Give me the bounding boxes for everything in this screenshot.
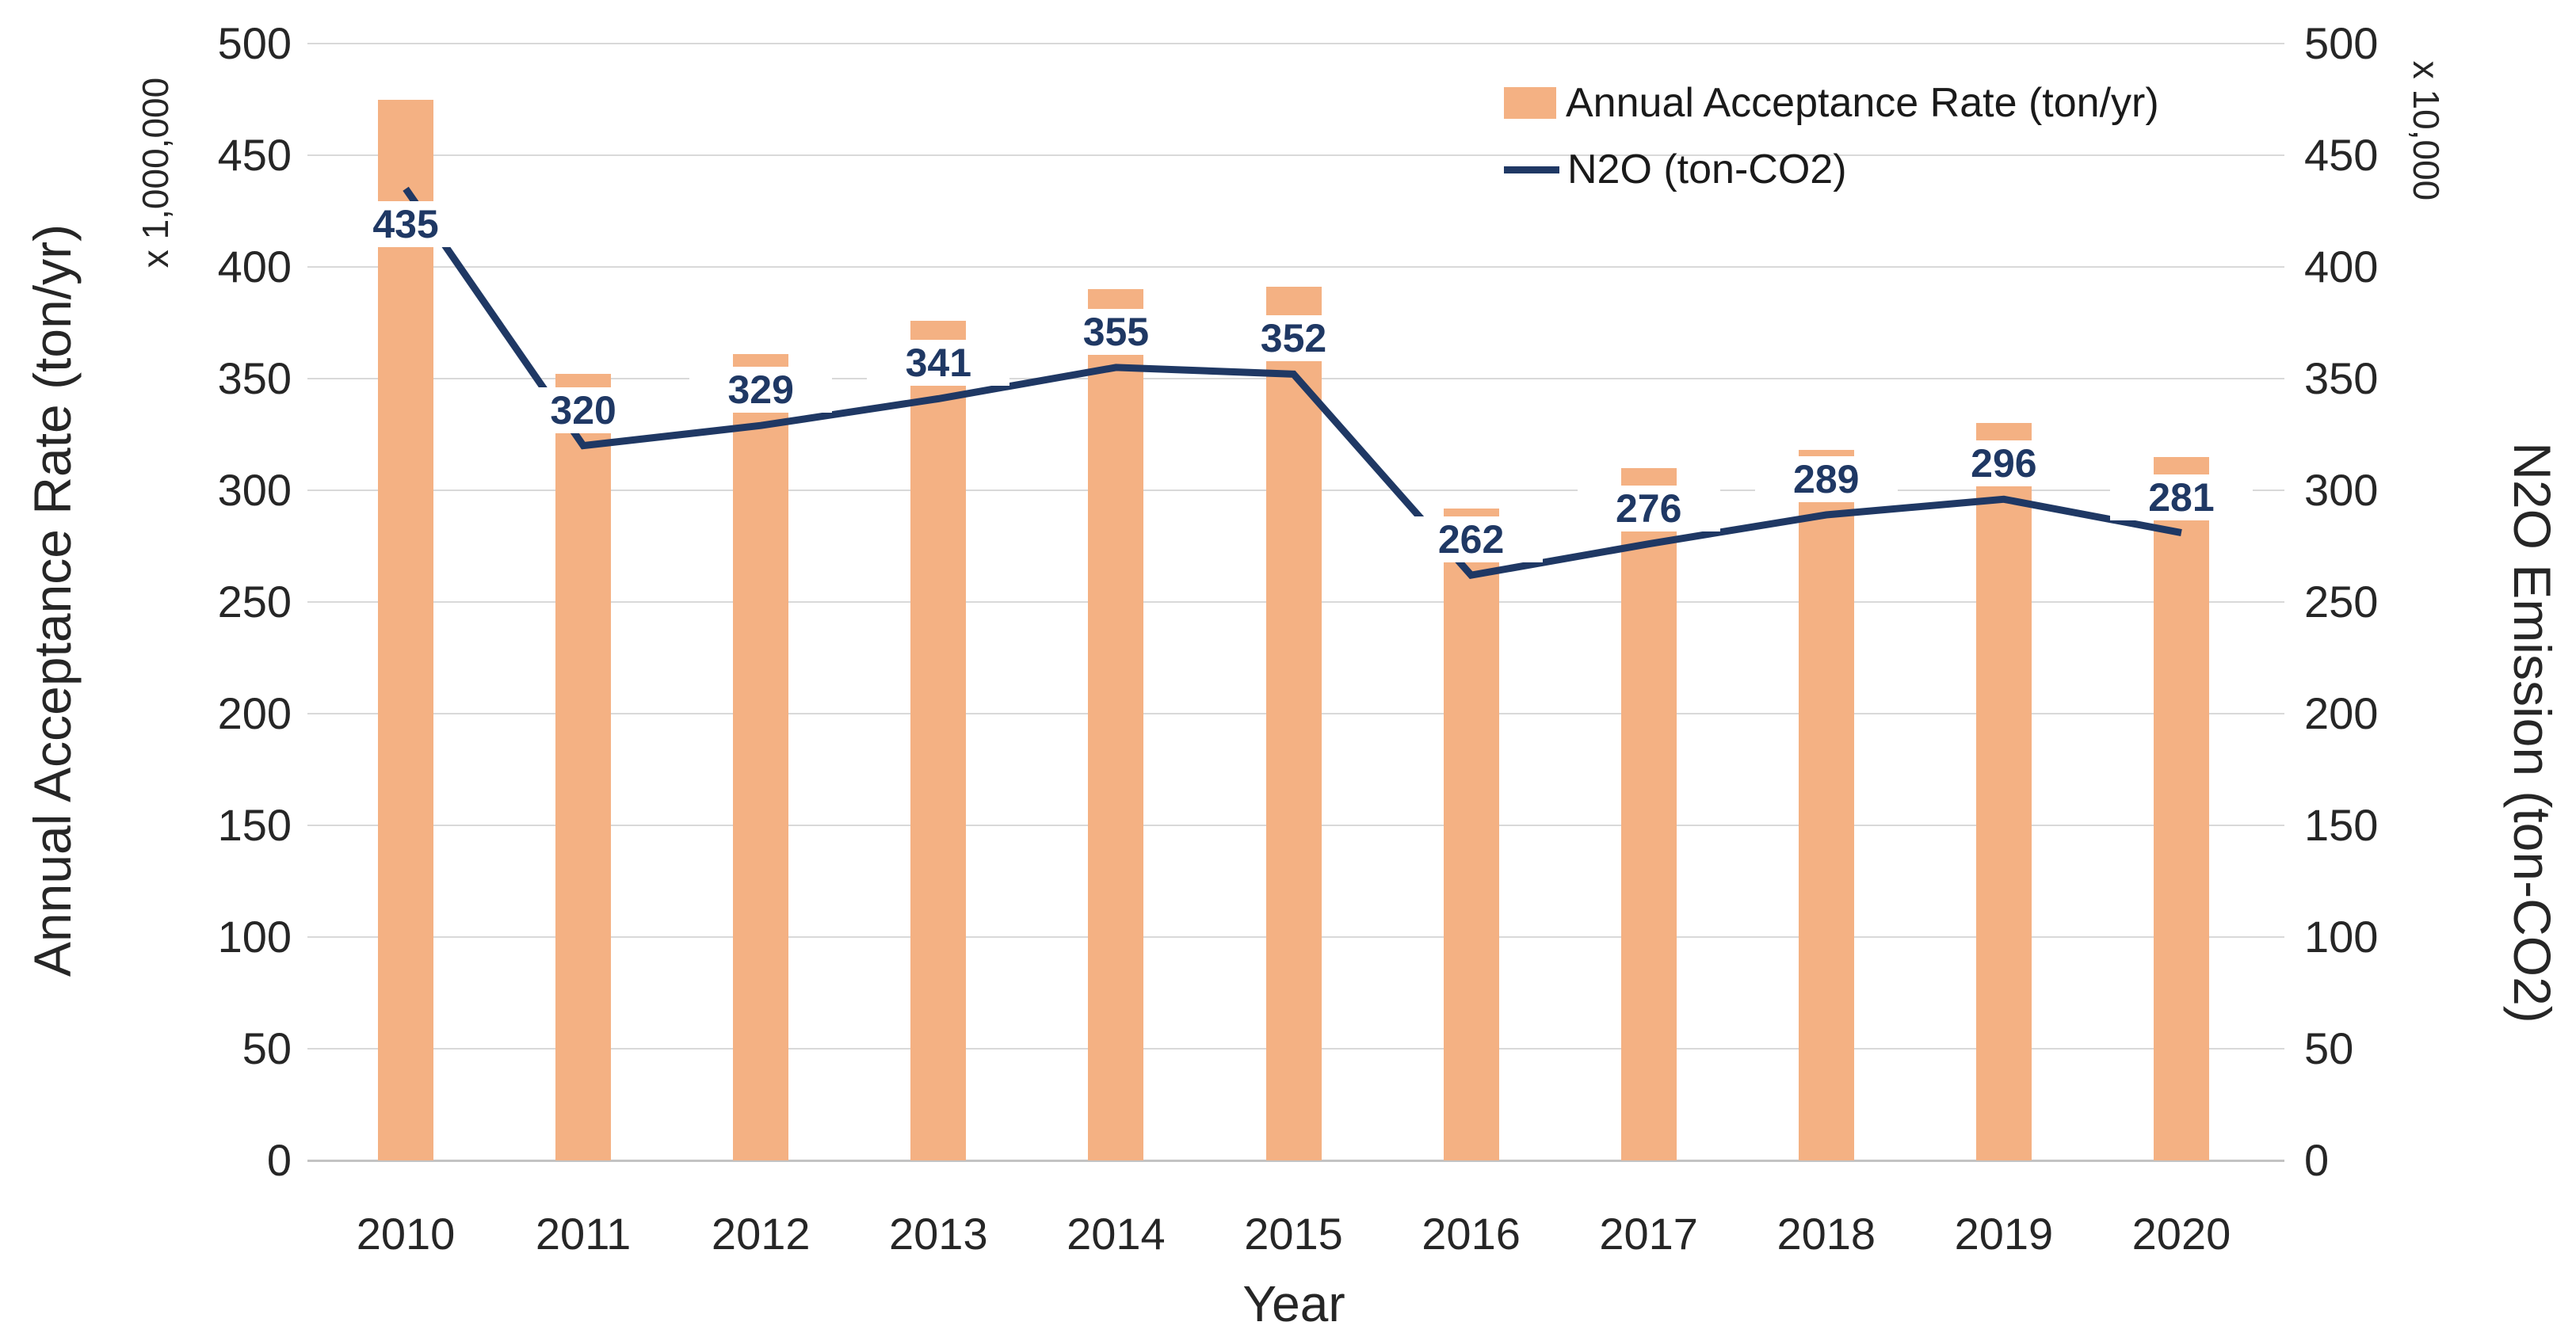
left-axis-tick-label: 250 bbox=[217, 577, 292, 627]
left-axis-title: Annual Acceptance Rate (ton/yr) bbox=[23, 223, 82, 977]
bar-2013 bbox=[910, 320, 967, 1160]
bar-2014 bbox=[1088, 289, 1144, 1160]
data-label-2017: 276 bbox=[1577, 485, 1720, 531]
bar-2018 bbox=[1798, 450, 1854, 1160]
x-axis-tick-label: 2020 bbox=[2131, 1209, 2231, 1259]
data-label-2020: 281 bbox=[2109, 474, 2253, 520]
right-axis-tick-label: 100 bbox=[2304, 912, 2379, 962]
left-axis-tick-label: 400 bbox=[217, 242, 292, 291]
line-swatch-icon bbox=[1504, 166, 1559, 173]
bar-swatch-icon bbox=[1504, 87, 1556, 119]
x-axis-tick-label: 2013 bbox=[889, 1209, 988, 1259]
right-axis-tick-label: 350 bbox=[2304, 353, 2379, 403]
gridline bbox=[307, 266, 2284, 268]
x-axis-title: Year bbox=[1242, 1275, 1345, 1332]
left-axis-tick-label: 500 bbox=[217, 18, 292, 68]
data-label-2014: 355 bbox=[1044, 308, 1188, 355]
x-axis-tick-label: 2012 bbox=[711, 1209, 811, 1259]
bar-2010 bbox=[378, 99, 434, 1160]
bar-2012 bbox=[733, 353, 789, 1160]
data-label-2012: 329 bbox=[689, 367, 833, 413]
left-axis-tick-label: 150 bbox=[217, 800, 292, 850]
left-axis-tick-label: 100 bbox=[217, 912, 292, 962]
right-axis-multiplier: x 10,000 bbox=[2406, 60, 2447, 201]
x-axis-tick-label: 2019 bbox=[1954, 1209, 2054, 1259]
bar-2016 bbox=[1443, 508, 1499, 1160]
x-axis-tick-label: 2010 bbox=[356, 1209, 456, 1259]
legend-label: Annual Acceptance Rate (ton/yr) bbox=[1566, 80, 2159, 126]
legend: Annual Acceptance Rate (ton/yr) N2O (ton… bbox=[1504, 70, 2159, 203]
left-axis-tick-label: 200 bbox=[217, 688, 292, 738]
right-axis-title: N2O Emission (ton-CO2) bbox=[2503, 442, 2562, 1023]
bar-2017 bbox=[1620, 467, 1677, 1160]
x-axis-baseline bbox=[307, 1160, 2284, 1162]
data-label-2019: 296 bbox=[1932, 440, 2075, 487]
bar-2015 bbox=[1265, 287, 1322, 1160]
left-axis-tick-label: 50 bbox=[242, 1023, 292, 1073]
right-axis-tick-label: 500 bbox=[2304, 18, 2379, 68]
left-axis-tick-label: 300 bbox=[217, 465, 292, 515]
x-axis-tick-label: 2014 bbox=[1067, 1209, 1166, 1259]
x-axis-tick-label: 2015 bbox=[1244, 1209, 1343, 1259]
legend-label: N2O (ton-CO2) bbox=[1567, 147, 1847, 192]
right-axis-tick-label: 300 bbox=[2304, 465, 2379, 515]
gridline bbox=[307, 154, 2284, 156]
legend-item-bar-series: Annual Acceptance Rate (ton/yr) bbox=[1504, 70, 2159, 136]
data-label-2018: 289 bbox=[1754, 456, 1898, 503]
data-label-2011: 320 bbox=[512, 387, 655, 433]
right-axis-tick-label: 150 bbox=[2304, 800, 2379, 850]
right-axis-tick-label: 0 bbox=[2304, 1135, 2330, 1185]
gridline bbox=[307, 43, 2284, 44]
x-axis-tick-label: 2011 bbox=[535, 1209, 632, 1259]
bar-2011 bbox=[555, 374, 612, 1160]
x-axis-tick-label: 2017 bbox=[1599, 1209, 1698, 1259]
right-axis-tick-label: 250 bbox=[2304, 577, 2379, 627]
x-axis-tick-label: 2018 bbox=[1776, 1209, 1876, 1259]
right-axis-tick-label: 50 bbox=[2304, 1023, 2354, 1073]
right-axis-tick-label: 400 bbox=[2304, 242, 2379, 291]
data-label-2013: 341 bbox=[867, 340, 1010, 387]
bar-2019 bbox=[1975, 423, 2032, 1160]
data-label-2016: 262 bbox=[1399, 516, 1543, 563]
left-axis-tick-label: 450 bbox=[217, 130, 292, 180]
right-axis-tick-label: 450 bbox=[2304, 130, 2379, 180]
bar-2020 bbox=[2153, 456, 2209, 1160]
data-label-2015: 352 bbox=[1222, 315, 1365, 362]
data-label-2010: 435 bbox=[334, 201, 478, 248]
legend-item-line-series: N2O (ton-CO2) bbox=[1504, 136, 2159, 203]
right-axis-tick-label: 200 bbox=[2304, 688, 2379, 738]
left-axis-tick-label: 350 bbox=[217, 353, 292, 403]
x-axis-tick-label: 2016 bbox=[1422, 1209, 1521, 1259]
left-axis-tick-label: 0 bbox=[266, 1135, 292, 1185]
left-axis-multiplier: x 1,000,000 bbox=[135, 77, 176, 269]
